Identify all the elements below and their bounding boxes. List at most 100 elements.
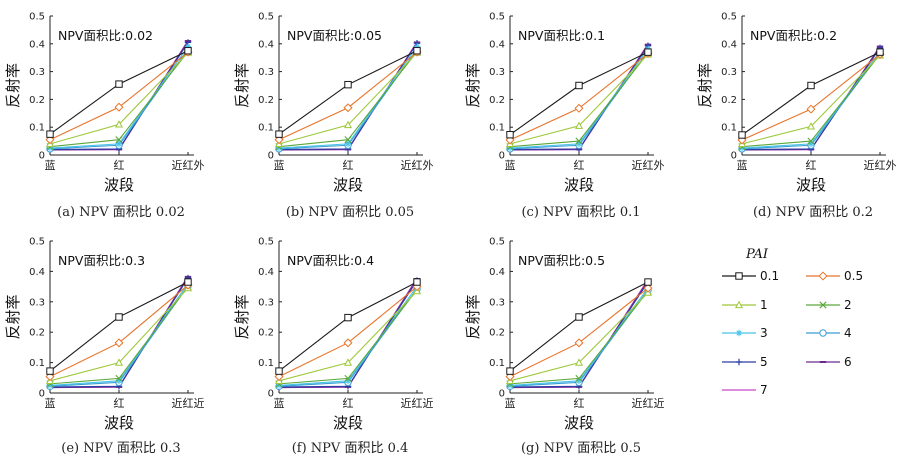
data-point <box>46 144 54 152</box>
series-pai-4 <box>738 49 884 153</box>
data-point <box>45 372 55 382</box>
series-pai-0_1 <box>275 47 421 138</box>
legend-swatch-marker <box>819 301 827 309</box>
panel-caption: (e) NPV 面积比 0.3 <box>61 441 180 456</box>
series-line <box>49 42 189 150</box>
series-pai-2 <box>738 50 884 151</box>
panel-caption: (g) NPV 面积比 0.5 <box>521 441 641 456</box>
y-tick-label: 0.2 <box>29 328 45 339</box>
series-line <box>278 51 418 148</box>
data-point <box>46 367 54 375</box>
panel-caption: (a) NPV 面积比 0.02 <box>57 205 185 220</box>
series-line <box>278 281 418 372</box>
series-pai-0_5 <box>45 47 193 145</box>
series-pai-5 <box>275 277 421 391</box>
y-tick-label: 0.3 <box>258 67 274 78</box>
series-pai-1 <box>505 50 653 147</box>
legend-swatch-marker <box>735 329 743 337</box>
series-pai-7 <box>509 279 649 389</box>
x-axis-title: 波段 <box>333 176 363 194</box>
data-point <box>275 367 283 375</box>
data-point <box>344 136 352 144</box>
y-axis-title: 反射率 <box>696 63 714 108</box>
legend-label: 0.1 <box>760 269 779 283</box>
data-point <box>343 120 353 129</box>
x-axis-title: 波段 <box>564 414 594 432</box>
x-tick-label: 蓝 <box>274 397 285 410</box>
data-point <box>184 43 192 50</box>
y-tick-label: 0 <box>499 151 505 162</box>
series-pai-0_5 <box>274 282 422 382</box>
series-pai-3 <box>46 280 192 389</box>
series-pai-1 <box>45 48 193 147</box>
series-pai-6 <box>506 43 652 151</box>
x-tick-label: 红 <box>574 159 585 172</box>
series-pai-2 <box>506 49 652 151</box>
legend-title: PAI <box>745 247 769 262</box>
series-pai-6 <box>275 41 421 151</box>
series-pai-5 <box>46 39 192 153</box>
series-line <box>278 41 418 151</box>
chart-panels: 00.10.20.30.40.5蓝红近红外反射率波段NPV面积比:0.02(a)… <box>4 12 897 457</box>
series-line <box>509 281 649 372</box>
data-point <box>274 372 284 382</box>
data-point <box>115 136 123 144</box>
series-pai-0_5 <box>737 49 885 145</box>
x-tick-label: 近红外 <box>172 159 205 172</box>
y-axis-title: 反射率 <box>464 63 482 108</box>
legend: PAI 0.1 0.5 1 2 3 4 5 6 7 <box>722 247 863 397</box>
data-point <box>738 144 746 152</box>
data-point <box>115 80 123 88</box>
y-tick-label: 0.5 <box>29 237 45 248</box>
data-point <box>115 313 123 321</box>
y-tick-label: 0.5 <box>489 237 505 248</box>
series-pai-3 <box>275 43 421 152</box>
series-pai-6 <box>275 278 421 389</box>
x-tick-label: 近红近 <box>401 397 434 410</box>
x-tick-label: 近红近 <box>632 397 665 410</box>
series-pai-3 <box>506 284 652 389</box>
x-tick-label: 红 <box>343 159 354 172</box>
y-tick-label: 0.3 <box>258 297 274 308</box>
npv-ratio-annotation: NPV面积比:0.2 <box>750 28 837 43</box>
data-point <box>575 377 583 385</box>
y-tick-label: 0.2 <box>258 328 274 339</box>
data-point <box>807 81 815 90</box>
panel-caption: (f) NPV 面积比 0.4 <box>292 441 409 456</box>
y-tick-label: 0.3 <box>721 67 737 78</box>
data-point <box>46 382 54 389</box>
y-tick-label: 0.3 <box>489 297 505 308</box>
y-tick-label: 0.5 <box>258 12 274 23</box>
series-line <box>49 51 189 148</box>
legend-label: 1 <box>760 298 768 312</box>
series-line <box>49 40 189 151</box>
y-tick-label: 0.4 <box>258 267 274 278</box>
legend-label: 4 <box>844 326 852 340</box>
panel-caption: (c) NPV 面积比 0.1 <box>521 205 640 220</box>
series-line <box>278 290 418 382</box>
legend-swatch-marker <box>818 271 828 281</box>
data-point <box>343 358 353 366</box>
series-line <box>49 285 189 387</box>
series-line <box>49 286 189 385</box>
series-line <box>509 281 649 388</box>
y-tick-label: 0.1 <box>721 123 737 134</box>
y-axis-title: 反射率 <box>464 294 482 339</box>
y-tick-label: 0.5 <box>29 12 45 23</box>
x-axis-title: 波段 <box>796 176 826 194</box>
y-tick-label: 0.1 <box>258 123 274 134</box>
x-tick-label: 近红外 <box>864 159 897 172</box>
series-pai-2 <box>46 47 192 151</box>
y-tick-label: 0.4 <box>29 267 45 278</box>
series-line <box>509 45 649 150</box>
legend-item-3: 3 <box>722 326 768 340</box>
series-line <box>49 277 189 388</box>
legend-swatch-marker <box>734 300 744 309</box>
series-pai-0_5 <box>505 49 653 145</box>
legend-item-0_1: 0.1 <box>722 269 779 283</box>
npv-ratio-annotation: NPV面积比:0.3 <box>58 253 145 268</box>
y-tick-label: 0.1 <box>29 123 45 134</box>
